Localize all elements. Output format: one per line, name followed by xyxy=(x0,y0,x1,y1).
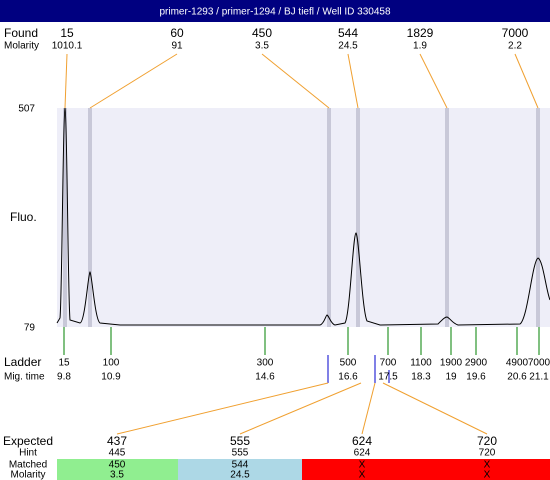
expected-label: Expected xyxy=(3,434,53,448)
title-bar xyxy=(0,0,550,22)
expected-value: 720 xyxy=(477,434,497,448)
molarity-label: Molarity xyxy=(4,41,39,52)
peak-connector xyxy=(419,53,448,109)
y-label: Fluo. xyxy=(10,210,37,224)
peak-band xyxy=(63,108,67,327)
peak-band xyxy=(445,108,449,327)
expected-value: 624 xyxy=(352,434,372,448)
mig-time: 20.6 xyxy=(507,372,527,383)
mig-time: 19 xyxy=(445,372,457,383)
expected-connector xyxy=(382,382,488,435)
mig-time: 16.6 xyxy=(338,372,358,383)
ladder-size: 100 xyxy=(103,358,120,369)
plot-area xyxy=(57,108,550,327)
peak-connector xyxy=(89,53,178,109)
mig-time: 9.8 xyxy=(57,372,71,383)
hint-value: 445 xyxy=(109,448,126,459)
found-molarity: 1.9 xyxy=(413,41,427,52)
title: primer-1293 / primer-1294 / BJ tiefl / W… xyxy=(159,7,390,18)
found-size: 15 xyxy=(60,26,74,40)
mig-time: 14.6 xyxy=(255,372,275,383)
y-max: 507 xyxy=(18,104,35,115)
matched-molarity: X xyxy=(484,470,491,480)
molarity-label: Molarity xyxy=(10,470,45,480)
peak-connector xyxy=(261,53,330,109)
matched-molarity: 24.5 xyxy=(230,470,250,480)
peak-connector xyxy=(347,53,359,109)
matched-molarity: X xyxy=(359,470,366,480)
expected-connector xyxy=(239,382,362,435)
trace xyxy=(56,107,550,326)
y-min: 79 xyxy=(24,323,36,334)
found-molarity: 1010.1 xyxy=(52,41,83,52)
matched-value: 450 xyxy=(109,460,126,471)
hint-value: 555 xyxy=(232,448,249,459)
peak-connector xyxy=(64,53,68,109)
ladder-size: 300 xyxy=(257,358,274,369)
peak-band xyxy=(356,108,360,327)
match-cell xyxy=(178,459,302,480)
expected-value: 437 xyxy=(107,434,127,448)
mig-time-label: Mig. time xyxy=(4,372,45,383)
found-molarity: 24.5 xyxy=(338,41,358,52)
ladder-size: 1100 xyxy=(410,358,432,369)
found-size: 1829 xyxy=(407,26,434,40)
matched-molarity: 3.5 xyxy=(110,470,124,480)
ladder-size: 1900 xyxy=(440,358,463,369)
peak-band xyxy=(327,108,331,327)
mig-time: 17.5 xyxy=(378,372,398,383)
hint-label: Hint xyxy=(19,448,37,459)
hint-value: 624 xyxy=(354,448,371,459)
matched-label: Matched xyxy=(9,460,47,471)
ladder-size: 15 xyxy=(58,358,70,369)
found-molarity: 2.2 xyxy=(508,41,522,52)
ladder-size: 7000 xyxy=(528,358,550,369)
mig-time: 21.1 xyxy=(529,372,549,383)
found-molarity: 3.5 xyxy=(255,41,269,52)
matched-value: 544 xyxy=(232,460,249,471)
expected-value: 555 xyxy=(230,434,250,448)
expected-connector xyxy=(361,382,376,435)
ladder-size: 500 xyxy=(340,358,357,369)
found-size: 450 xyxy=(252,26,272,40)
match-cell xyxy=(57,459,178,480)
ladder-size: 700 xyxy=(380,358,397,369)
matched-value: X xyxy=(484,460,491,471)
ladder-size: 2900 xyxy=(465,358,488,369)
peak-connector xyxy=(514,53,539,109)
found-size: 544 xyxy=(338,26,358,40)
ladder-size: 4900 xyxy=(506,358,529,369)
peak-band xyxy=(536,108,540,327)
mig-time: 10.9 xyxy=(101,372,121,383)
peak-band xyxy=(88,108,92,327)
matched-value: X xyxy=(359,460,366,471)
hint-value: 720 xyxy=(479,448,496,459)
expected-connector xyxy=(116,382,329,435)
found-size: 7000 xyxy=(502,26,529,40)
mig-time: 18.3 xyxy=(411,372,431,383)
found-molarity: 91 xyxy=(171,41,183,52)
ladder-label: Ladder xyxy=(4,355,41,369)
found-size: 60 xyxy=(170,26,184,40)
found-label: Found xyxy=(4,26,38,40)
match-cell xyxy=(302,459,550,480)
mig-time: 19.6 xyxy=(466,372,486,383)
